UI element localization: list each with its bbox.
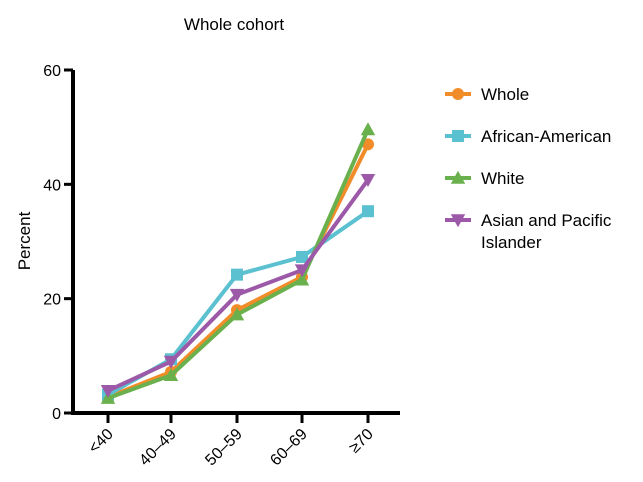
data-point <box>100 384 116 398</box>
chart-title: Whole cohort <box>184 15 284 34</box>
series-layer <box>100 122 376 404</box>
data-point <box>231 268 243 281</box>
series-line <box>107 178 370 393</box>
y-tick-label: 60 <box>43 63 61 80</box>
series-african-american <box>102 205 374 401</box>
x-tick-label: 60–69 <box>267 426 311 470</box>
data-point <box>294 264 310 278</box>
data-point <box>163 355 179 369</box>
legend-label: Whole <box>481 85 529 104</box>
data-point <box>362 138 374 151</box>
y-tick-label: 0 <box>52 406 61 423</box>
y-tick-label: 20 <box>43 292 61 309</box>
x-tick-label: ≥70 <box>346 426 377 457</box>
x-tick-label: 40–49 <box>136 426 180 470</box>
axes: 0 20 40 60 <40 40–49 50–59 60–69 ≥70 <box>43 63 400 469</box>
data-point <box>229 307 245 321</box>
series-white <box>100 122 376 404</box>
data-point <box>360 122 376 136</box>
legend-label: Asian and Pacific <box>481 211 612 230</box>
data-point <box>362 205 374 218</box>
legend-label: African-American <box>481 127 611 146</box>
legend-item: Asian and Pacific Islander <box>445 211 612 252</box>
legend-item: White <box>445 169 524 188</box>
series-asian-and-pacific-islander <box>100 174 376 398</box>
series-line <box>107 128 370 401</box>
legend-item: Whole <box>445 85 529 104</box>
x-tick-label: <40 <box>86 426 117 457</box>
data-point <box>294 272 310 286</box>
legend-marker <box>452 130 464 142</box>
legend-marker <box>450 170 466 184</box>
data-point <box>163 368 179 382</box>
legend-item: African-American <box>445 127 611 146</box>
data-point <box>296 250 308 263</box>
legend-label: White <box>481 169 524 188</box>
data-point <box>229 288 245 302</box>
x-tick-label: 50–59 <box>202 426 246 470</box>
series-line <box>107 209 370 397</box>
y-axis-title: Percent <box>15 211 34 270</box>
legend-marker <box>452 88 464 100</box>
y-tick-label: 40 <box>43 177 61 194</box>
legend-label: Islander <box>481 233 542 252</box>
legend: Whole African-American White Asian and Paci… <box>445 85 612 252</box>
data-point <box>360 174 376 187</box>
legend-marker <box>450 214 466 228</box>
